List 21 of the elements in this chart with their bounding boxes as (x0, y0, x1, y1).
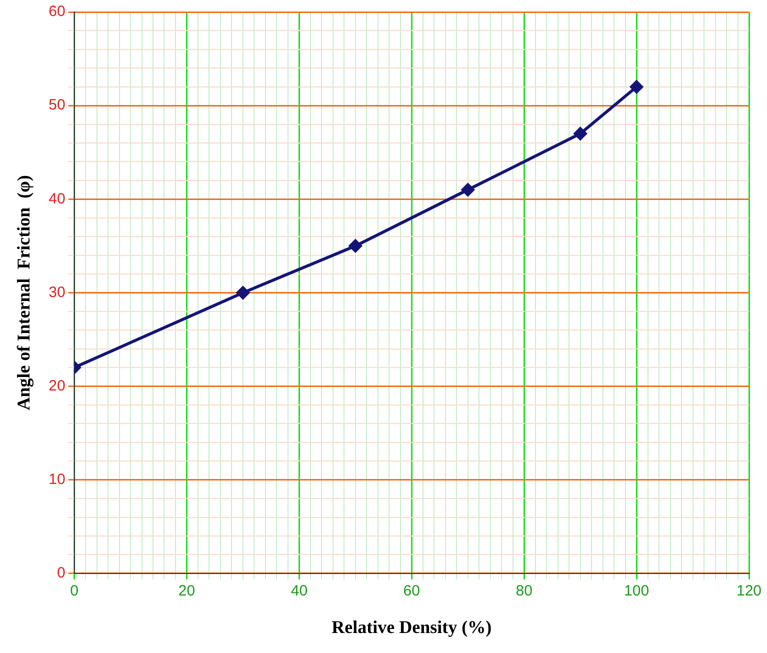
y-axis-title: Angle of Internal Friction (φ) (13, 175, 34, 410)
y-tick-label: 0 (56, 564, 66, 582)
y-tick-label: 50 (48, 96, 66, 114)
point (574, 127, 587, 140)
point (461, 183, 474, 196)
y-tick-label: 60 (48, 3, 66, 20)
x-axis-title: Relative Density (%) (332, 616, 492, 637)
x-tick-label: 40 (290, 582, 308, 600)
x-tick-label: 100 (624, 582, 650, 600)
x-tick-label: 80 (516, 582, 532, 600)
y-tick-label: 10 (48, 470, 66, 488)
point (236, 286, 250, 300)
x-tick-label: 60 (403, 582, 420, 600)
point (630, 80, 644, 94)
y-tick-label: 30 (48, 284, 66, 301)
point (348, 239, 362, 252)
y-tick-label: 20 (48, 377, 66, 394)
x-tick-label: 120 (736, 582, 762, 600)
y-tick-label: 40 (48, 190, 66, 208)
x-tick-label: 20 (178, 582, 196, 600)
x-tick-label: 0 (70, 582, 78, 600)
